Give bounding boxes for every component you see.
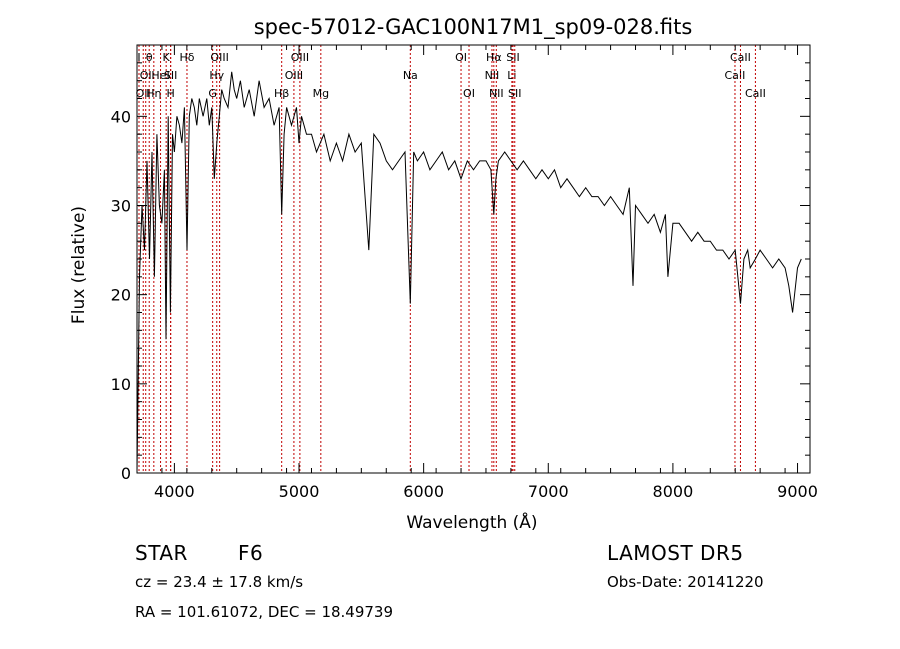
line-marker-label: I — [137, 51, 140, 64]
object-class: STAR — [135, 541, 188, 565]
x-tick-label: 6000 — [403, 482, 444, 501]
line-marker-label: SII — [508, 87, 521, 100]
line-marker-label: G — [208, 87, 217, 100]
line-marker-label: CaII — [745, 87, 766, 100]
chart-title: spec-57012-GAC100N17M1_sp09-028.fits — [254, 15, 693, 40]
line-marker-label: NII — [489, 87, 504, 100]
line-marker-label: Mg — [313, 87, 329, 100]
line-marker-label: θ — [146, 51, 153, 64]
line-marker-label: SII — [164, 69, 177, 82]
line-marker-label: SII — [506, 51, 519, 64]
survey-label: LAMOST DR5 — [607, 541, 744, 565]
line-marker-label: NII — [485, 69, 500, 82]
line-marker-label: Hβ — [274, 87, 289, 100]
axes: 4000 5000 6000 7000 8000 9000 0 10 20 30 40 — [111, 44, 818, 501]
line-marker-label: OIII — [285, 69, 303, 82]
line-marker-label: OII — [136, 87, 151, 100]
x-tick-label: 7000 — [528, 482, 569, 501]
y-tick-label: 10 — [111, 375, 131, 394]
line-marker-label: HeI — [151, 69, 169, 82]
x-tick-label: 8000 — [653, 482, 694, 501]
y-tick-label: 40 — [111, 107, 131, 126]
spectrum-line — [136, 71, 802, 474]
line-marker-label: OIII — [291, 51, 309, 64]
observation-date: Obs-Date: 20141220 — [607, 573, 764, 591]
coordinates-readout: RA = 101.61072, DEC = 18.49739 — [135, 603, 394, 621]
line-marker-label: OIII — [210, 51, 228, 64]
plot-frame — [136, 44, 811, 474]
y-tick-label: 20 — [111, 286, 131, 305]
x-axis-label: Wavelength (Å) — [406, 511, 537, 533]
line-marker-label: OI — [463, 87, 475, 100]
line-marker-label: Hγ — [209, 69, 224, 82]
line-marker-label: Hα — [486, 51, 502, 64]
line-marker-label: OI — [140, 69, 152, 82]
x-tick-label: 4000 — [154, 482, 195, 501]
line-marker-label: OI — [455, 51, 467, 64]
y-tick-label: 0 — [121, 464, 131, 483]
line-marker-label: H — [167, 87, 175, 100]
spectral-line-markers: I OII OI θ Hη HeI K SII H Hδ G Hγ OIII Hβ OIII OIII Mg Na… — [136, 45, 766, 473]
x-tick-label: 5000 — [279, 482, 320, 501]
line-marker-label: K — [163, 51, 171, 64]
y-axis-label: Flux (relative) — [69, 206, 89, 324]
line-marker-label: CaII — [725, 69, 746, 82]
line-marker-label: Na — [403, 69, 418, 82]
velocity-readout: cz = 23.4 ± 17.8 km/s — [135, 573, 304, 591]
x-tick-label: 9000 — [777, 482, 818, 501]
line-marker-label: Hη — [146, 87, 161, 100]
object-subclass: F6 — [238, 541, 264, 565]
y-tick-label: 30 — [111, 197, 131, 216]
line-marker-label: Li — [507, 69, 516, 82]
line-marker-label: CaII — [730, 51, 751, 64]
line-marker-label: Hδ — [179, 51, 194, 64]
